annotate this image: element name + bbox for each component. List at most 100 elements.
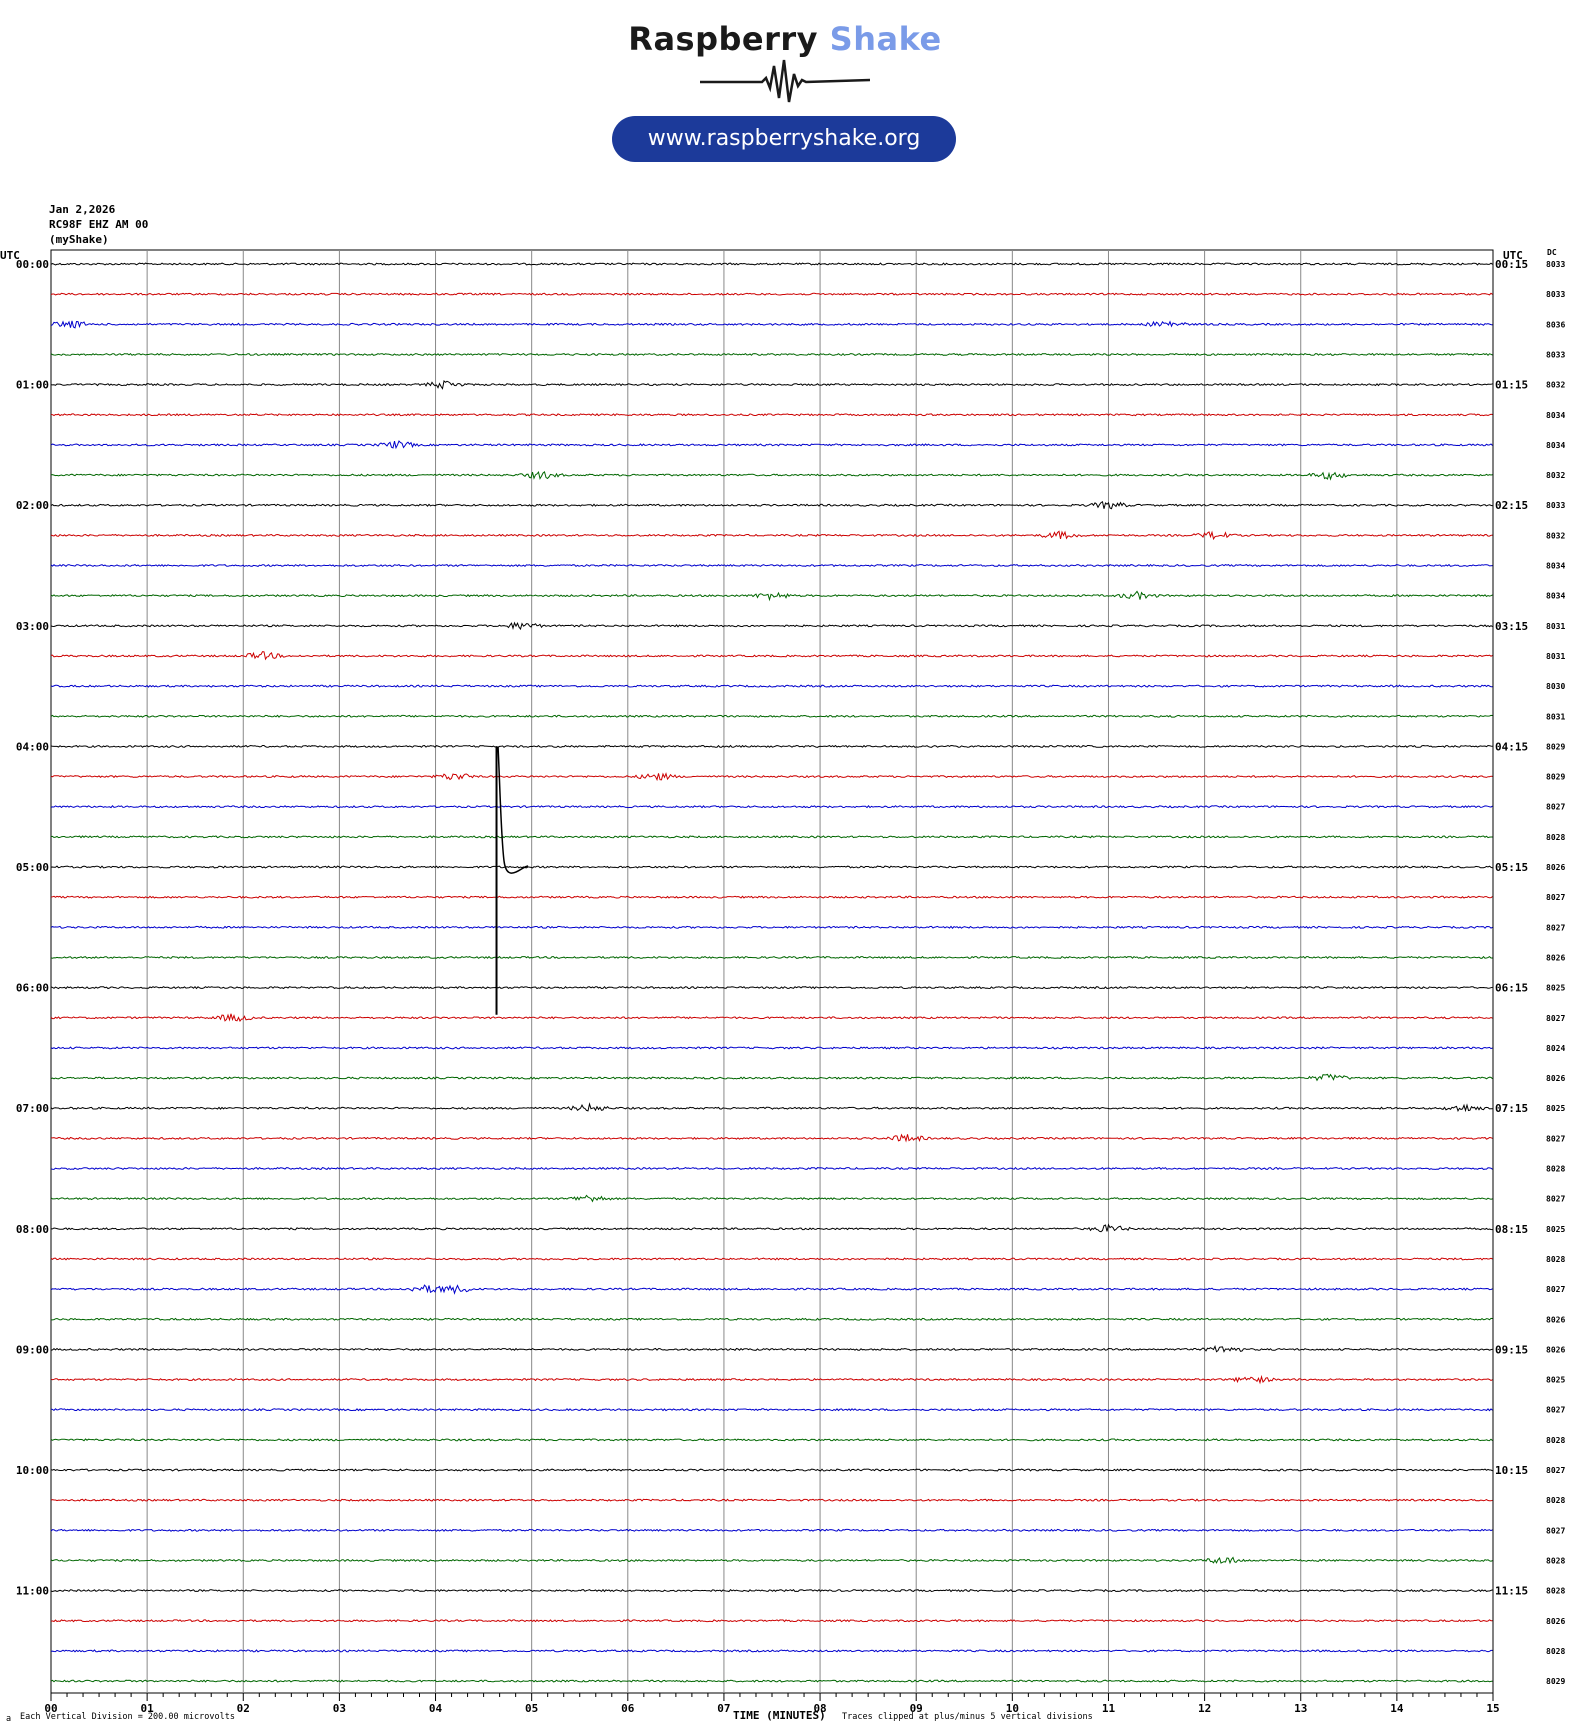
trace-line <box>50 805 1493 809</box>
dc-offset-value: 8027 <box>1546 1195 1565 1204</box>
dc-offset-value: 8026 <box>1546 1315 1565 1324</box>
trace-line <box>51 1223 1493 1233</box>
brand-title-part2: Shake <box>829 20 942 58</box>
dc-offset-value: 8034 <box>1546 441 1565 450</box>
dc-offset-value: 8033 <box>1546 350 1565 359</box>
trace-line <box>50 772 1493 782</box>
left-axis-unit: UTC <box>0 249 20 262</box>
trace-line <box>51 1317 1493 1321</box>
trace-line <box>50 1588 1493 1593</box>
trace-line <box>50 865 1493 869</box>
dc-offset-value: 8028 <box>1546 1255 1565 1264</box>
x-tick-label: 07 <box>717 1702 730 1715</box>
event-decay-curve <box>497 746 529 874</box>
right-time-label: 06:15 <box>1495 982 1528 995</box>
dc-offset-value: 8032 <box>1546 471 1565 480</box>
dc-offset-value: 8028 <box>1546 1556 1565 1565</box>
dc-offset-value: 8029 <box>1546 773 1565 782</box>
dc-offset-value: 8034 <box>1546 411 1565 420</box>
trace-line <box>51 1133 1493 1143</box>
trace-line <box>50 1073 1493 1082</box>
trace-line <box>50 262 1493 266</box>
right-time-label: 08:15 <box>1495 1223 1528 1236</box>
left-time-label: 07:00 <box>16 1102 49 1115</box>
dc-offset-value: 8026 <box>1546 1617 1565 1626</box>
trace-line <box>50 320 1493 329</box>
dc-offset-value: 8025 <box>1546 1225 1565 1234</box>
trace-line <box>50 530 1493 541</box>
x-tick-label: 09 <box>910 1702 923 1715</box>
trace-line <box>50 1374 1493 1385</box>
dc-offset-value: 8028 <box>1546 833 1565 842</box>
dc-offset-value: 8032 <box>1546 381 1565 390</box>
dc-offset-value: 8033 <box>1546 260 1565 269</box>
dc-offset-value: 8025 <box>1546 1376 1565 1385</box>
left-time-label: 02:00 <box>16 499 49 512</box>
dc-offset-value: 8036 <box>1546 320 1565 329</box>
left-time-label: 05:00 <box>16 861 49 874</box>
website-url-link[interactable]: www.raspberryshake.org <box>612 116 956 162</box>
dc-offset-value: 8026 <box>1546 1074 1565 1083</box>
dc-offset-value: 8028 <box>1546 1165 1565 1174</box>
left-time-label: 09:00 <box>16 1343 49 1356</box>
left-time-label: 03:00 <box>16 620 49 633</box>
trace-line <box>50 1528 1493 1532</box>
trace-line <box>50 352 1493 357</box>
dc-offset-value: 8031 <box>1546 622 1565 631</box>
x-tick-label: 14 <box>1390 1702 1404 1715</box>
trace-line <box>50 471 1493 481</box>
x-tick-label: 00 <box>44 1702 57 1715</box>
dc-offset-value: 8025 <box>1546 984 1565 993</box>
dc-offset-value: 8024 <box>1546 1044 1565 1053</box>
dc-column-label: DC <box>1547 248 1557 257</box>
station-id: RC98F EHZ AM 00 <box>49 218 149 231</box>
right-time-label: 11:15 <box>1495 1585 1528 1598</box>
right-time-label: 01:15 <box>1495 379 1528 392</box>
dc-offset-value: 8033 <box>1546 501 1565 510</box>
trace-line <box>50 1046 1493 1050</box>
dc-offset-value: 8026 <box>1546 1345 1565 1354</box>
trace-line <box>50 1619 1493 1623</box>
dc-offset-value: 8027 <box>1546 1134 1565 1143</box>
x-tick-label: 10 <box>1006 1702 1019 1715</box>
right-time-label: 05:15 <box>1495 861 1528 874</box>
trace-line <box>50 563 1493 568</box>
dc-offset-value: 8027 <box>1546 803 1565 812</box>
dc-offset-value: 8027 <box>1546 1014 1565 1023</box>
trace-line <box>50 621 1493 631</box>
trace-line <box>50 1468 1493 1472</box>
trace-line <box>50 1649 1493 1653</box>
dc-offset-value: 8031 <box>1546 652 1565 661</box>
dc-offset-value: 8028 <box>1546 1496 1565 1505</box>
dc-offset-value: 8027 <box>1546 923 1565 932</box>
dc-offset-value: 8027 <box>1546 1285 1565 1294</box>
scale-note: Each Vertical Division = 200.00 microvol… <box>20 1712 235 1722</box>
corner-mark: a <box>6 1714 12 1724</box>
dc-offset-value: 8027 <box>1546 1526 1565 1535</box>
x-tick-label: 15 <box>1486 1702 1499 1715</box>
x-tick-label: 06 <box>621 1702 635 1715</box>
trace-line <box>50 1408 1493 1412</box>
dc-offset-value: 8031 <box>1546 712 1565 721</box>
trace-line <box>50 1102 1493 1113</box>
brand-logo-text: Raspberry Shake <box>0 20 1570 58</box>
right-time-label: 10:15 <box>1495 1464 1528 1477</box>
trace-line <box>50 292 1493 296</box>
dc-offset-value: 8033 <box>1546 290 1565 299</box>
network-name: (myShake) <box>49 233 109 246</box>
trace-line <box>50 590 1493 602</box>
trace-line <box>50 1166 1493 1171</box>
dc-offset-value: 8026 <box>1546 863 1565 872</box>
right-time-label: 04:15 <box>1495 740 1528 753</box>
trace-line <box>50 835 1493 839</box>
trace-line <box>50 744 1493 748</box>
x-tick-label: 11 <box>1102 1702 1116 1715</box>
trace-line <box>50 651 1493 661</box>
x-tick-label: 05 <box>525 1702 538 1715</box>
trace-line <box>50 955 1493 960</box>
dc-offset-value: 8028 <box>1546 1587 1565 1596</box>
trace-line <box>50 684 1493 688</box>
dc-offset-value: 8027 <box>1546 1466 1565 1475</box>
x-tick-label: 03 <box>333 1702 346 1715</box>
